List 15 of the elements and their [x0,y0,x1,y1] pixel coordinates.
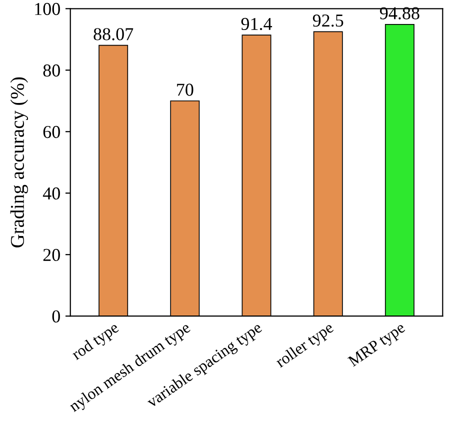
data-label: 92.5 [312,14,344,27]
y-axis-title: Grading accuracy (%) [10,77,28,248]
y-tick-label: 20 [43,248,60,262]
y-tick-label: 40 [42,187,60,200]
data-label: 91.4 [241,18,272,30]
x-tick-label: MRP type [347,322,408,370]
x-tick-label: roller type [274,321,336,371]
data-label: 94.88 [380,7,420,20]
y-tick-label: 0 [52,310,60,323]
x-tick-label: rod type [70,321,122,363]
y-tick-label: 100 [35,2,60,16]
y-tick-label: 60 [43,126,60,138]
data-label: 88.07 [94,28,134,40]
y-tick-label: 80 [43,64,60,77]
data-label: 70 [177,84,194,96]
